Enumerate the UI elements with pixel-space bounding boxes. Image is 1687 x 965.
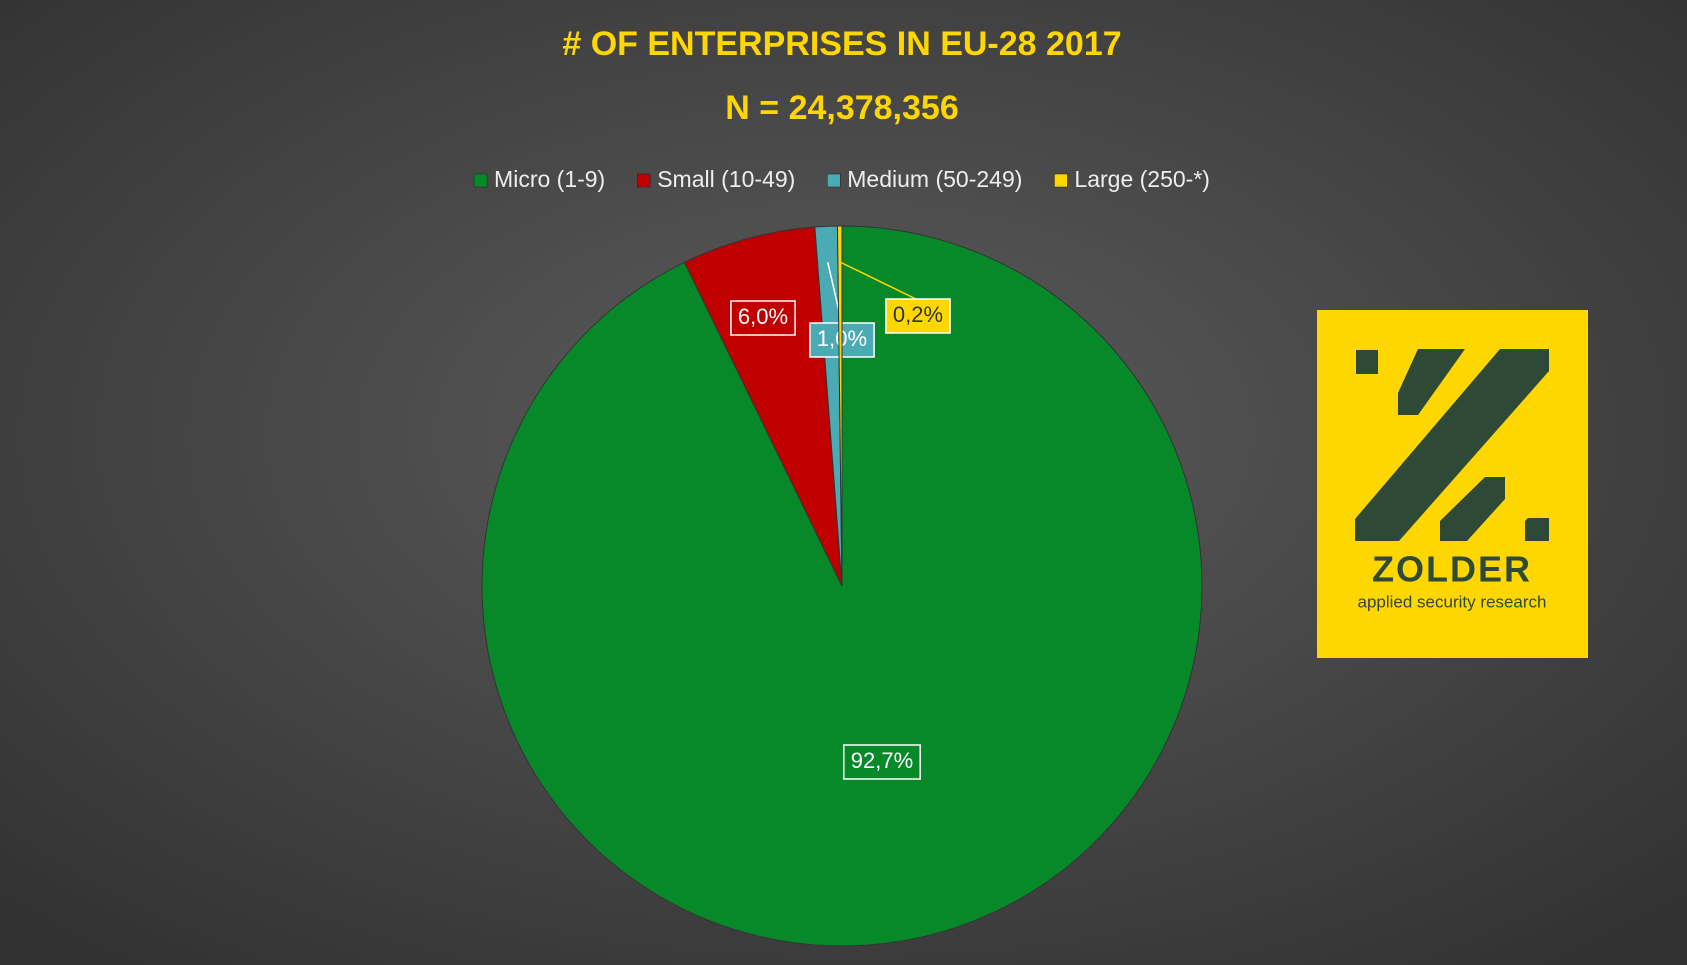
data-label: 6,0% — [738, 304, 788, 329]
legend-label: Micro (1-9) — [494, 166, 605, 192]
data-label-box — [843, 744, 921, 780]
legend-swatch — [827, 173, 841, 188]
logo-slash — [1398, 349, 1465, 415]
legend-item: Medium (50-249) — [827, 166, 1022, 192]
logo-slash — [1440, 477, 1505, 541]
logo-name: ZOLDER — [1372, 549, 1532, 590]
legend-label: Small (10-49) — [657, 166, 795, 192]
legend: Micro (1-9) Small (10-49) Medium (50-249) L… — [473, 166, 1210, 192]
logo-square — [1525, 518, 1549, 541]
logo-slash — [1355, 349, 1549, 541]
logo-square — [1356, 350, 1378, 374]
pie-slice — [683, 226, 843, 587]
leader-line — [839, 261, 919, 301]
logo-mark — [1355, 349, 1549, 541]
legend-item: Large (250-*) — [1054, 166, 1210, 192]
legend-item: Micro (1-9) — [473, 166, 605, 192]
legend-label: Large (250-*) — [1074, 166, 1210, 192]
legend-swatch — [1054, 173, 1068, 188]
legend-swatch — [636, 173, 651, 188]
legend-swatch — [473, 173, 488, 188]
data-label-box — [885, 298, 951, 334]
legend-item: Small (10-49) — [636, 166, 795, 192]
chart-subtitle: N = 24,378,356 — [725, 89, 958, 127]
chart-title: # OF ENTERPRISES IN EU-28 2017 — [562, 25, 1121, 63]
pie: 92,7%6,0%1,0%0,2% — [481, 225, 1203, 947]
pie-slice — [836, 225, 843, 587]
logo-tagline: applied security research — [1358, 592, 1547, 611]
logo: ZOLDER applied security research — [1317, 310, 1588, 658]
data-label: 92,7% — [851, 748, 913, 773]
legend-label: Medium (50-249) — [847, 166, 1022, 192]
data-label-box — [730, 300, 796, 336]
data-label: 0,2% — [893, 302, 943, 327]
